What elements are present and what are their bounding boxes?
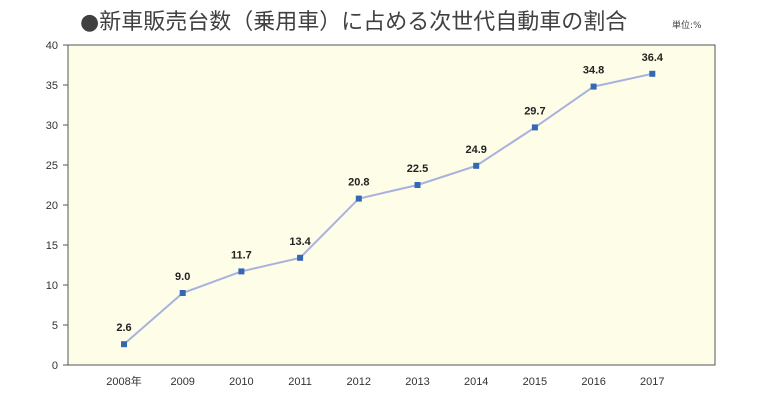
unit-label: 単位:% xyxy=(672,21,702,31)
x-tick-label: 2010 xyxy=(229,376,253,388)
y-tick-label: 40 xyxy=(46,40,58,52)
data-label: 36.4 xyxy=(642,52,664,64)
x-tick-label: 2015 xyxy=(523,376,547,388)
x-tick-label: 2016 xyxy=(581,376,605,388)
y-tick-label: 20 xyxy=(46,200,58,212)
y-tick-label: 25 xyxy=(46,160,58,172)
x-tick-label: 2009 xyxy=(170,376,194,388)
data-label: 20.8 xyxy=(348,177,369,189)
y-tick-label: 0 xyxy=(52,360,58,372)
data-point xyxy=(179,290,186,296)
data-label: 29.7 xyxy=(524,105,545,117)
data-label: 2.6 xyxy=(116,322,131,334)
x-tick-label: 2014 xyxy=(464,376,488,388)
y-tick-label: 30 xyxy=(46,120,58,132)
data-point xyxy=(297,254,304,261)
data-points xyxy=(121,70,656,348)
x-tick-label: 2008年 xyxy=(106,374,141,388)
y-axis: 0 5 10 15 20 25 30 35 40 xyxy=(46,40,68,372)
data-point xyxy=(355,195,362,202)
data-point xyxy=(590,83,597,90)
data-point xyxy=(414,182,421,188)
series-line xyxy=(123,72,653,345)
data-label: 22.5 xyxy=(407,163,428,175)
y-tick-label: 35 xyxy=(46,80,58,92)
x-tick-label: 2011 xyxy=(288,376,312,388)
data-label: 24.9 xyxy=(465,144,486,156)
y-tick-label: 15 xyxy=(46,240,58,252)
data-labels: 2.6 9.0 11.7 13.4 20.8 22.5 24.9 29.7 34.8 36.4 xyxy=(116,52,664,334)
data-point xyxy=(238,268,245,275)
data-label: 9.0 xyxy=(175,271,190,283)
x-tick-label: 2012 xyxy=(347,376,371,388)
data-point xyxy=(649,70,656,77)
data-label: 11.7 xyxy=(231,249,252,261)
x-tick-label: 2013 xyxy=(405,376,429,388)
data-point xyxy=(121,341,127,348)
y-tick-label: 5 xyxy=(52,320,58,332)
x-axis: 2008年 2009 2010 2011 2012 2013 2014 2015 2016 201… xyxy=(106,374,664,388)
data-label: 34.8 xyxy=(583,65,604,77)
data-point xyxy=(473,162,480,169)
data-point xyxy=(531,124,538,131)
data-label: 13.4 xyxy=(289,236,311,248)
plot-area xyxy=(67,44,716,366)
y-tick-label: 10 xyxy=(46,280,58,292)
chart-title: ●新車販売台数（乗用車）に占める次世代自動車の割合 xyxy=(80,10,628,35)
x-tick-label: 2017 xyxy=(640,376,664,388)
